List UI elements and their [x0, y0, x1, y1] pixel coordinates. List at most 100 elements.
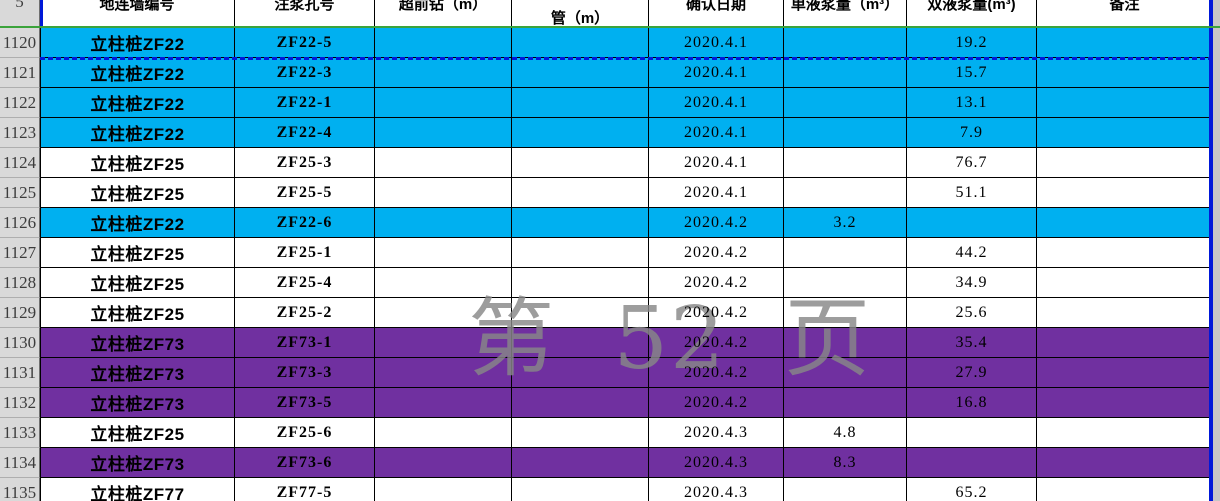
date-cell[interactable]: 2020.4.2	[649, 388, 784, 418]
column-header[interactable]: 地连墙编号	[40, 0, 235, 28]
single-grout-cell[interactable]	[784, 118, 907, 148]
column-header[interactable]: 单液浆量（m³）	[784, 0, 907, 28]
remark-cell[interactable]	[1037, 208, 1213, 238]
advance-drill-cell[interactable]	[375, 28, 512, 58]
row-number[interactable]: 1123	[0, 118, 40, 148]
single-grout-cell[interactable]	[784, 358, 907, 388]
remark-cell[interactable]	[1037, 148, 1213, 178]
date-cell[interactable]: 2020.4.3	[649, 448, 784, 478]
double-grout-cell[interactable]: 19.2	[907, 28, 1037, 58]
wall-id-cell[interactable]: 立柱桩ZF22	[40, 208, 235, 238]
row-number[interactable]: 1128	[0, 268, 40, 298]
double-grout-cell[interactable]: 7.9	[907, 118, 1037, 148]
advance-drill-cell[interactable]	[375, 118, 512, 148]
date-cell[interactable]: 2020.4.1	[649, 178, 784, 208]
remark-cell[interactable]	[1037, 418, 1213, 448]
wall-id-cell[interactable]: 立柱桩ZF22	[40, 88, 235, 118]
single-grout-cell[interactable]: 3.2	[784, 208, 907, 238]
wall-id-cell[interactable]: 立柱桩ZF25	[40, 298, 235, 328]
remark-cell[interactable]	[1037, 58, 1213, 88]
column-header[interactable]: 备注	[1037, 0, 1213, 28]
single-grout-cell[interactable]	[784, 328, 907, 358]
remark-cell[interactable]	[1037, 478, 1213, 501]
pipe-cell[interactable]	[512, 388, 649, 418]
wall-id-cell[interactable]: 立柱桩ZF73	[40, 448, 235, 478]
remark-cell[interactable]	[1037, 88, 1213, 118]
wall-id-cell[interactable]: 立柱桩ZF25	[40, 238, 235, 268]
single-grout-cell[interactable]	[784, 178, 907, 208]
advance-drill-cell[interactable]	[375, 208, 512, 238]
double-grout-cell[interactable]: 34.9	[907, 268, 1037, 298]
single-grout-cell[interactable]	[784, 238, 907, 268]
double-grout-cell[interactable]: 27.9	[907, 358, 1037, 388]
remark-cell[interactable]	[1037, 358, 1213, 388]
pipe-cell[interactable]	[512, 478, 649, 501]
row-number[interactable]: 1130	[0, 328, 40, 358]
double-grout-cell[interactable]: 25.6	[907, 298, 1037, 328]
pipe-cell[interactable]	[512, 268, 649, 298]
row-number[interactable]: 1125	[0, 178, 40, 208]
hole-id-cell[interactable]: ZF22-4	[235, 118, 375, 148]
double-grout-cell[interactable]: 51.1	[907, 178, 1037, 208]
hole-id-cell[interactable]: ZF22-3	[235, 58, 375, 88]
pipe-cell[interactable]	[512, 298, 649, 328]
hole-id-cell[interactable]: ZF25-3	[235, 148, 375, 178]
row-number[interactable]: 1120	[0, 28, 40, 58]
row-number[interactable]: 1122	[0, 88, 40, 118]
double-grout-cell[interactable]	[907, 418, 1037, 448]
advance-drill-cell[interactable]	[375, 328, 512, 358]
hole-id-cell[interactable]: ZF22-6	[235, 208, 375, 238]
advance-drill-cell[interactable]	[375, 88, 512, 118]
advance-drill-cell[interactable]	[375, 358, 512, 388]
advance-drill-cell[interactable]	[375, 148, 512, 178]
column-header[interactable]: 双液浆量(m³)	[907, 0, 1037, 28]
pipe-cell[interactable]	[512, 208, 649, 238]
date-cell[interactable]: 2020.4.1	[649, 148, 784, 178]
pipe-cell[interactable]	[512, 88, 649, 118]
row-number[interactable]: 1133	[0, 418, 40, 448]
hole-id-cell[interactable]: ZF73-1	[235, 328, 375, 358]
remark-cell[interactable]	[1037, 388, 1213, 418]
advance-drill-cell[interactable]	[375, 478, 512, 501]
single-grout-cell[interactable]	[784, 268, 907, 298]
date-cell[interactable]: 2020.4.3	[649, 478, 784, 501]
row-number[interactable]: 1127	[0, 238, 40, 268]
hole-id-cell[interactable]: ZF73-3	[235, 358, 375, 388]
hole-id-cell[interactable]: ZF25-5	[235, 178, 375, 208]
single-grout-cell[interactable]	[784, 298, 907, 328]
row-number[interactable]: 1129	[0, 298, 40, 328]
date-cell[interactable]: 2020.4.2	[649, 208, 784, 238]
pipe-cell[interactable]	[512, 328, 649, 358]
date-cell[interactable]: 2020.4.1	[649, 28, 784, 58]
row-number[interactable]: 1121	[0, 58, 40, 88]
row-number[interactable]: 1135	[0, 478, 40, 501]
remark-cell[interactable]	[1037, 298, 1213, 328]
wall-id-cell[interactable]: 立柱桩ZF22	[40, 118, 235, 148]
date-cell[interactable]: 2020.4.3	[649, 418, 784, 448]
pipe-cell[interactable]	[512, 118, 649, 148]
advance-drill-cell[interactable]	[375, 388, 512, 418]
hole-id-cell[interactable]: ZF22-5	[235, 28, 375, 58]
wall-id-cell[interactable]: 立柱桩ZF25	[40, 178, 235, 208]
single-grout-cell[interactable]	[784, 148, 907, 178]
wall-id-cell[interactable]: 立柱桩ZF25	[40, 418, 235, 448]
remark-cell[interactable]	[1037, 268, 1213, 298]
remark-cell[interactable]	[1037, 328, 1213, 358]
date-cell[interactable]: 2020.4.2	[649, 268, 784, 298]
column-header[interactable]: 管（m）	[512, 0, 649, 28]
pipe-cell[interactable]	[512, 178, 649, 208]
double-grout-cell[interactable]: 13.1	[907, 88, 1037, 118]
hole-id-cell[interactable]: ZF25-1	[235, 238, 375, 268]
row-number[interactable]: 1124	[0, 148, 40, 178]
remark-cell[interactable]	[1037, 448, 1213, 478]
date-cell[interactable]: 2020.4.2	[649, 358, 784, 388]
pipe-cell[interactable]	[512, 148, 649, 178]
double-grout-cell[interactable]	[907, 208, 1037, 238]
wall-id-cell[interactable]: 立柱桩ZF73	[40, 328, 235, 358]
advance-drill-cell[interactable]	[375, 418, 512, 448]
wall-id-cell[interactable]: 立柱桩ZF73	[40, 358, 235, 388]
single-grout-cell[interactable]	[784, 28, 907, 58]
remark-cell[interactable]	[1037, 178, 1213, 208]
hole-id-cell[interactable]: ZF73-6	[235, 448, 375, 478]
date-cell[interactable]: 2020.4.2	[649, 328, 784, 358]
